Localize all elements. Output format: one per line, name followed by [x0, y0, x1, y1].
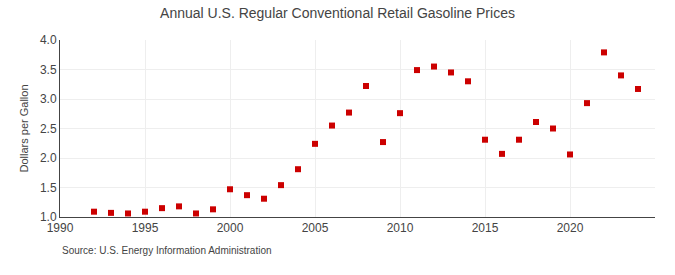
svg-text:3.5: 3.5: [40, 63, 57, 77]
svg-text:2005: 2005: [302, 221, 329, 235]
svg-text:Source: U.S. Energy Informatio: Source: U.S. Energy Information Administ…: [62, 245, 272, 256]
svg-text:2000: 2000: [217, 221, 244, 235]
svg-text:4.0: 4.0: [40, 33, 57, 47]
svg-text:3.0: 3.0: [40, 92, 57, 106]
svg-text:2015: 2015: [472, 221, 499, 235]
svg-text:Dollars per Gallon: Dollars per Gallon: [18, 84, 30, 172]
svg-text:2010: 2010: [387, 221, 414, 235]
svg-text:2.5: 2.5: [40, 122, 57, 136]
svg-text:Annual U.S. Regular Convention: Annual U.S. Regular Conventional Retail …: [160, 5, 515, 21]
svg-text:2020: 2020: [557, 221, 584, 235]
svg-text:2.0: 2.0: [40, 151, 57, 165]
svg-text:1990: 1990: [47, 221, 74, 235]
svg-text:1995: 1995: [132, 221, 159, 235]
svg-text:1.5: 1.5: [40, 181, 57, 195]
svg-text:1.0: 1.0: [40, 210, 57, 224]
